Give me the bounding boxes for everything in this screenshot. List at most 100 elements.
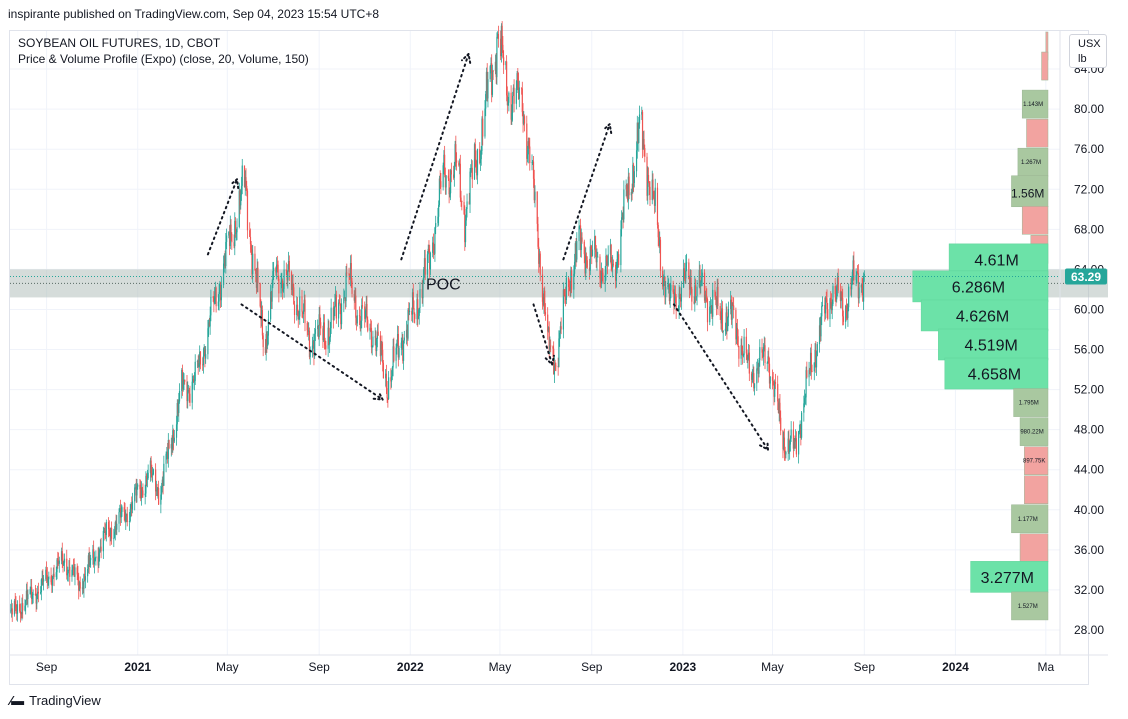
candle-body <box>110 527 112 537</box>
candle-body <box>538 253 541 264</box>
candle-body <box>679 293 681 295</box>
candle-body <box>273 267 275 272</box>
candle-body <box>762 347 765 357</box>
candle-body <box>209 315 211 327</box>
candle-body <box>35 595 37 604</box>
candle-body <box>162 479 164 486</box>
candle-body <box>753 373 755 389</box>
arrow-drop-2022-head <box>544 354 555 367</box>
candle-body <box>595 252 597 263</box>
candle-body <box>470 167 473 169</box>
candle-body <box>695 296 697 298</box>
candle-body <box>370 327 373 348</box>
time-tick-label: Ma <box>1037 660 1054 674</box>
candle-body <box>651 179 653 200</box>
candle-body <box>804 397 806 399</box>
candle-body <box>349 263 352 279</box>
indicator-title[interactable]: Price & Volume Profile (Expo) (close, 20… <box>18 52 309 66</box>
candle-body <box>570 270 573 290</box>
candle-body <box>753 383 756 389</box>
candle-body <box>464 214 466 243</box>
candle-body <box>821 305 823 317</box>
candle-body <box>761 347 763 353</box>
price-tick-label: 48.00 <box>1074 423 1104 437</box>
candle-body <box>182 381 184 389</box>
price-unit-selector[interactable]: USX lb <box>1069 34 1107 68</box>
candle-body <box>360 320 362 329</box>
candle-body <box>189 393 191 403</box>
candle-body <box>288 260 290 273</box>
volume-profile-bar <box>1021 206 1049 235</box>
symbol-title[interactable]: SOYBEAN OIL FUTURES, 1D, CBOT <box>18 36 221 50</box>
candle-body <box>722 331 724 333</box>
candle-body <box>552 346 554 349</box>
candle-body <box>479 159 482 164</box>
candle-body <box>116 523 118 530</box>
candle-body <box>690 277 692 289</box>
candle-body <box>837 277 839 291</box>
candle-body <box>188 389 190 394</box>
candle-body <box>246 190 249 231</box>
last-price-badge[interactable] <box>1065 268 1107 285</box>
candle-body <box>199 351 202 365</box>
candle-body <box>476 166 478 176</box>
price-tick-label: 36.00 <box>1074 543 1104 557</box>
candle-body <box>432 242 435 250</box>
candle-body <box>184 379 186 382</box>
volume-profile-bar <box>1011 504 1049 534</box>
candle-body <box>785 451 787 455</box>
candle-body <box>424 258 426 275</box>
volume-profile-bar <box>1041 51 1049 81</box>
candle-body <box>490 63 492 67</box>
candle-body <box>129 509 131 521</box>
candle-body <box>377 331 379 336</box>
candle-body <box>680 287 682 302</box>
candle-body <box>365 303 367 311</box>
candle-body <box>458 162 460 166</box>
candle-body <box>638 114 641 124</box>
candle-body <box>846 312 848 318</box>
candle-body <box>337 302 340 319</box>
price-tick-label: 80.00 <box>1074 102 1104 116</box>
candle-body <box>375 336 377 352</box>
candle-body <box>715 296 717 299</box>
candle-body <box>771 376 774 381</box>
candle-body <box>72 566 75 568</box>
candle-body <box>231 233 233 243</box>
candle-body <box>628 176 630 196</box>
candle-body <box>606 255 608 262</box>
candle-body <box>656 187 659 225</box>
candle-body <box>751 374 753 380</box>
candle-body <box>228 231 230 236</box>
candle-body <box>444 174 446 188</box>
candle-body <box>596 257 598 263</box>
volume-profile-bar <box>938 328 1049 361</box>
candle-body <box>715 298 718 308</box>
candle-body <box>851 271 853 284</box>
candle-body <box>99 549 101 553</box>
price-tick-label: 72.00 <box>1074 182 1104 196</box>
candle-body <box>445 175 447 188</box>
candle-body <box>428 248 430 253</box>
candle-body <box>654 187 656 206</box>
candle-body <box>376 338 378 352</box>
candle-body <box>747 352 750 359</box>
candle-body <box>709 306 711 323</box>
candle-body <box>84 576 87 581</box>
candle-body <box>396 333 399 343</box>
candle-body <box>193 379 195 382</box>
candle-body <box>403 337 405 341</box>
candle-body <box>176 403 178 425</box>
candle-body <box>223 255 225 264</box>
candle-body <box>534 191 536 201</box>
candle-body <box>126 513 128 523</box>
chart-pane[interactable] <box>9 30 1089 685</box>
candle-body <box>239 190 241 206</box>
candle-body <box>845 305 847 322</box>
candle-body <box>359 315 361 329</box>
candle-body <box>364 306 366 319</box>
tradingview-logo[interactable]: ⁄▬ TradingView <box>10 693 101 708</box>
candle-body <box>646 156 648 196</box>
candle-body <box>19 604 21 612</box>
